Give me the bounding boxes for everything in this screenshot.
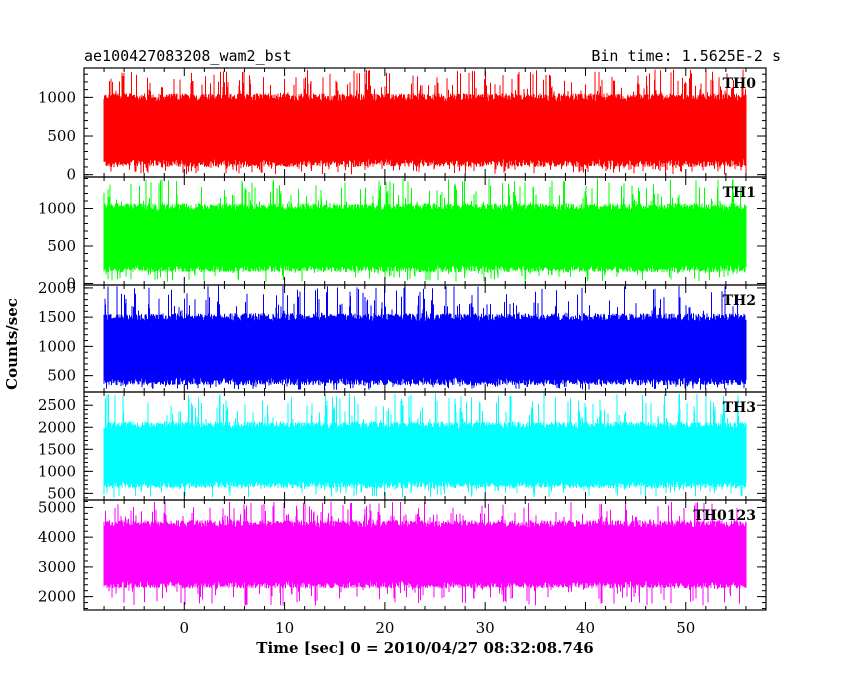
y-tick-label: 500 bbox=[47, 127, 76, 145]
y-tick-label: 2000 bbox=[38, 588, 76, 606]
series-label-th3: TH3 bbox=[723, 400, 756, 416]
y-tick-label: 500 bbox=[47, 367, 76, 385]
y-tick-label: 1500 bbox=[38, 440, 76, 458]
y-tick-label: 1000 bbox=[38, 337, 76, 355]
x-tick-label: 50 bbox=[676, 619, 695, 637]
series-th0123-band bbox=[104, 527, 746, 582]
y-tick-label: 0 bbox=[66, 166, 76, 184]
series-th2-band bbox=[104, 321, 746, 378]
series-label-th2: TH2 bbox=[723, 293, 756, 309]
panel-th0123: 2000 3000 4000 5000 TH0123 bbox=[38, 498, 767, 611]
x-tick-label: 30 bbox=[476, 619, 495, 637]
x-tick-label: 40 bbox=[576, 619, 595, 637]
panel-th0: 0 500 1000 TH0 bbox=[38, 67, 767, 184]
y-tick-label: 2500 bbox=[38, 396, 76, 414]
y-tick-label: 1000 bbox=[38, 200, 76, 218]
bin-time-label: Bin time: 1.5625E-2 s bbox=[591, 47, 781, 65]
panel-th1: 0 500 1000 TH1 bbox=[38, 176, 767, 293]
x-tick-label: 0 bbox=[180, 619, 190, 637]
y-tick-label: 500 bbox=[47, 484, 76, 502]
y-tick-label: 0 bbox=[66, 275, 76, 293]
y-tick-label: 1000 bbox=[38, 88, 76, 106]
panels: 0 500 1000 TH0 0 500 1000 TH1 500 1000 1500 2000 TH2… bbox=[38, 67, 767, 611]
x-axis-tick-labels: 0 10 20 30 40 50 bbox=[180, 619, 696, 637]
x-tick-label: 10 bbox=[275, 619, 294, 637]
series-th0-band bbox=[104, 101, 746, 160]
y-axis-title: Counts/sec bbox=[3, 298, 21, 390]
panel-th2: 500 1000 1500 2000 TH2 bbox=[38, 279, 767, 393]
y-tick-label: 3000 bbox=[38, 558, 76, 576]
y-tick-label: 2000 bbox=[38, 279, 76, 297]
x-axis-title: Time [sec] 0 = 2010/04/27 08:32:08.746 bbox=[256, 639, 593, 657]
y-tick-label: 2000 bbox=[38, 418, 76, 436]
chart-title: ae100427083208_wam2_bst bbox=[84, 47, 292, 65]
x-tick-label: 20 bbox=[375, 619, 394, 637]
y-tick-label: 1500 bbox=[38, 308, 76, 326]
y-tick-label: 1000 bbox=[38, 462, 76, 480]
y-tick-label: 500 bbox=[47, 237, 76, 255]
y-tick-label: 5000 bbox=[38, 498, 76, 516]
series-label-th0: TH0 bbox=[723, 76, 757, 92]
series-label-th1: TH1 bbox=[723, 185, 756, 201]
series-label-th0123: TH0123 bbox=[693, 508, 756, 524]
y-tick-label: 4000 bbox=[38, 528, 76, 546]
series-th3-band bbox=[104, 428, 746, 482]
panel-th3: 500 1000 1500 2000 2500 TH3 bbox=[38, 391, 767, 502]
series-th1-band bbox=[104, 210, 746, 265]
